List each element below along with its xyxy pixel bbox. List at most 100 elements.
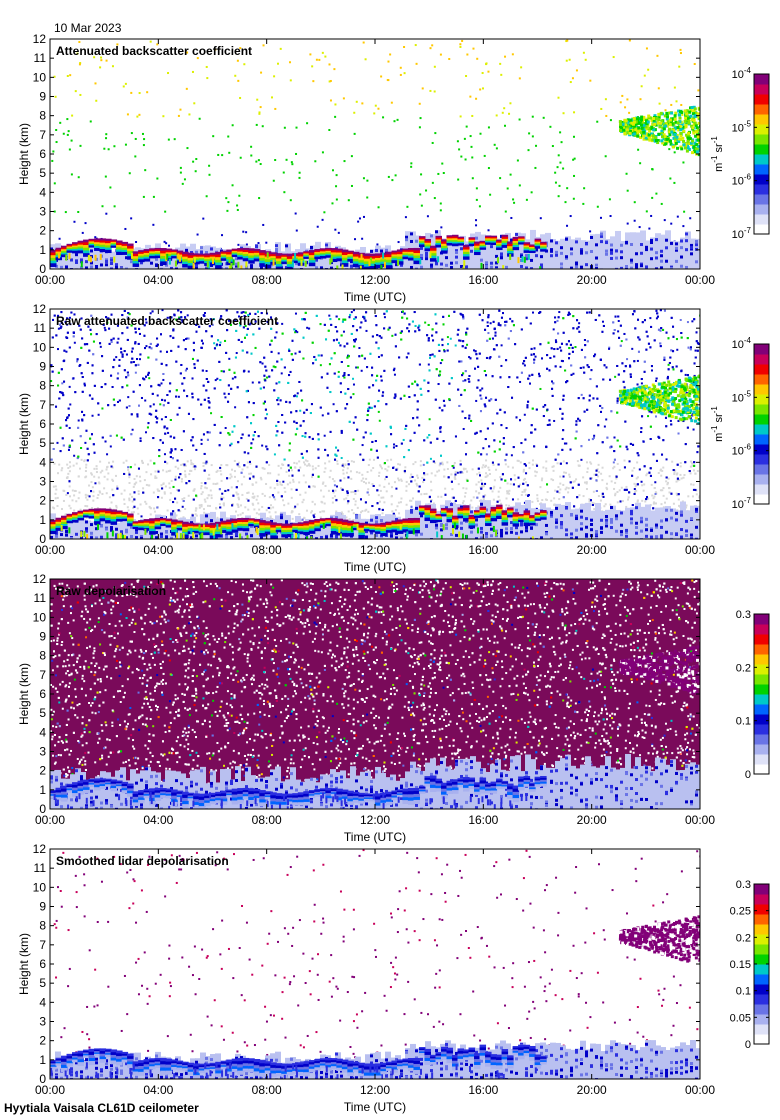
- x-tick-label: 16:00: [468, 813, 498, 827]
- heatmap-field: [50, 39, 700, 269]
- y-tick-label: 1: [39, 1053, 46, 1067]
- y-tick-label: 8: [39, 649, 46, 663]
- x-tick-label: 00:00: [35, 1083, 65, 1097]
- x-tick-label: 04:00: [143, 1083, 173, 1097]
- x-tick-label: 12:00: [360, 1083, 390, 1097]
- y-tick-label: 9: [39, 90, 46, 104]
- x-tick-label: 20:00: [577, 1083, 607, 1097]
- panel-title: Attenuated backscatter coefficient: [56, 44, 252, 58]
- y-tick-label: 11: [34, 591, 47, 605]
- y-tick-label: 12: [33, 302, 47, 316]
- y-tick-label: 8: [39, 379, 46, 393]
- y-tick-label: 12: [33, 842, 47, 856]
- x-tick-label: 20:00: [577, 543, 607, 557]
- panel-title: Raw depolarisation: [56, 584, 166, 598]
- colorbar-tick-label: 0: [745, 1039, 751, 1051]
- y-tick-label: 3: [39, 205, 46, 219]
- colorbar-tick-label: 0.2: [736, 662, 751, 674]
- y-tick-label: 12: [33, 32, 47, 46]
- colorbar-unit-label: m-1 sr-1: [710, 136, 725, 172]
- y-tick-label: 6: [39, 957, 46, 971]
- colorbar-tick-label: 10-7: [732, 226, 752, 241]
- x-axis-label: Time (UTC): [344, 560, 406, 574]
- y-axis-label: Height (km): [17, 123, 31, 185]
- y-tick-label: 5: [39, 436, 46, 450]
- y-tick-label: 1: [39, 513, 46, 527]
- y-tick-label: 10: [33, 70, 47, 84]
- y-tick-label: 0: [39, 802, 46, 816]
- colorbar-tick-label: 0.1: [736, 716, 751, 728]
- x-axis-label: Time (UTC): [344, 1100, 406, 1114]
- x-tick-label: 00:00: [35, 543, 65, 557]
- y-tick-label: 10: [33, 880, 47, 894]
- y-tick-label: 11: [34, 321, 47, 335]
- colorbar-tick-label: 0: [745, 769, 751, 781]
- x-tick-label: 12:00: [360, 543, 390, 557]
- x-axis-label: Time (UTC): [344, 290, 406, 304]
- y-tick-label: 7: [39, 128, 46, 142]
- y-tick-label: 3: [39, 745, 46, 759]
- y-tick-label: 12: [33, 572, 47, 586]
- y-axis-label: Height (km): [17, 933, 31, 995]
- y-tick-label: 5: [39, 706, 46, 720]
- colorbar-unit-label: m-1 sr-1: [710, 406, 725, 442]
- x-tick-label: 00:00: [685, 543, 715, 557]
- x-tick-label: 08:00: [252, 813, 282, 827]
- x-tick-label: 08:00: [252, 273, 282, 287]
- y-tick-label: 11: [34, 51, 47, 65]
- y-tick-label: 5: [39, 166, 46, 180]
- colorbar-tick-label: 10-7: [732, 496, 752, 511]
- colorbar-tick-label: 10-4: [732, 336, 752, 351]
- x-tick-label: 12:00: [360, 273, 390, 287]
- y-tick-label: 8: [39, 919, 46, 933]
- y-tick-label: 6: [39, 417, 46, 431]
- x-tick-label: 00:00: [35, 813, 65, 827]
- x-tick-label: 16:00: [468, 1083, 498, 1097]
- x-tick-label: 00:00: [35, 273, 65, 287]
- site-instrument-label: Hyytiala Vaisala CL61D ceilometer: [4, 1101, 199, 1115]
- y-tick-label: 10: [33, 340, 47, 354]
- y-tick-label: 2: [39, 764, 46, 778]
- x-tick-label: 12:00: [360, 813, 390, 827]
- y-tick-label: 9: [39, 360, 46, 374]
- y-tick-label: 3: [39, 475, 46, 489]
- colorbar-tick-label: 0.3: [736, 609, 751, 621]
- y-tick-label: 9: [39, 900, 46, 914]
- y-tick-label: 6: [39, 147, 46, 161]
- heatmap-field: [50, 849, 700, 1079]
- y-axis-label: Height (km): [17, 393, 31, 455]
- y-tick-label: 4: [39, 455, 46, 469]
- x-tick-label: 16:00: [468, 273, 498, 287]
- y-tick-label: 9: [39, 630, 46, 644]
- y-tick-label: 0: [39, 1072, 46, 1086]
- y-tick-label: 5: [39, 976, 46, 990]
- x-tick-label: 04:00: [143, 273, 173, 287]
- x-tick-label: 04:00: [143, 813, 173, 827]
- colorbar: 10-4 10-5 10-6 10-7 m-1 sr-1: [710, 66, 770, 241]
- colorbar-tick-label: 10-5: [732, 119, 752, 134]
- colorbar-tick-label: 0.05: [730, 1012, 751, 1024]
- colorbar-tick-label: 0.25: [730, 906, 751, 918]
- colorbar-tick-label: 0.2: [736, 932, 751, 944]
- y-tick-label: 0: [39, 262, 46, 276]
- colorbar-tick-label: 0.15: [730, 959, 751, 971]
- colorbar-tick-label: 10-4: [732, 66, 752, 81]
- x-tick-label: 04:00: [143, 543, 173, 557]
- colorbar-tick-label: 10-6: [732, 443, 752, 458]
- colorbar: 0.3 0.25 0.2 0.15 0.1 0.05 0: [730, 879, 770, 1051]
- date-label: 10 Mar 2023: [54, 21, 122, 35]
- y-tick-label: 4: [39, 185, 46, 199]
- x-tick-label: 08:00: [252, 543, 282, 557]
- y-tick-label: 4: [39, 725, 46, 739]
- y-tick-label: 7: [39, 938, 46, 952]
- y-axis-label: Height (km): [17, 663, 31, 725]
- y-tick-label: 2: [39, 224, 46, 238]
- y-tick-label: 7: [39, 668, 46, 682]
- y-tick-label: 11: [34, 861, 47, 875]
- colorbar: 0.3 0.2 0.1 0: [736, 609, 770, 781]
- heatmap-field: [50, 579, 700, 809]
